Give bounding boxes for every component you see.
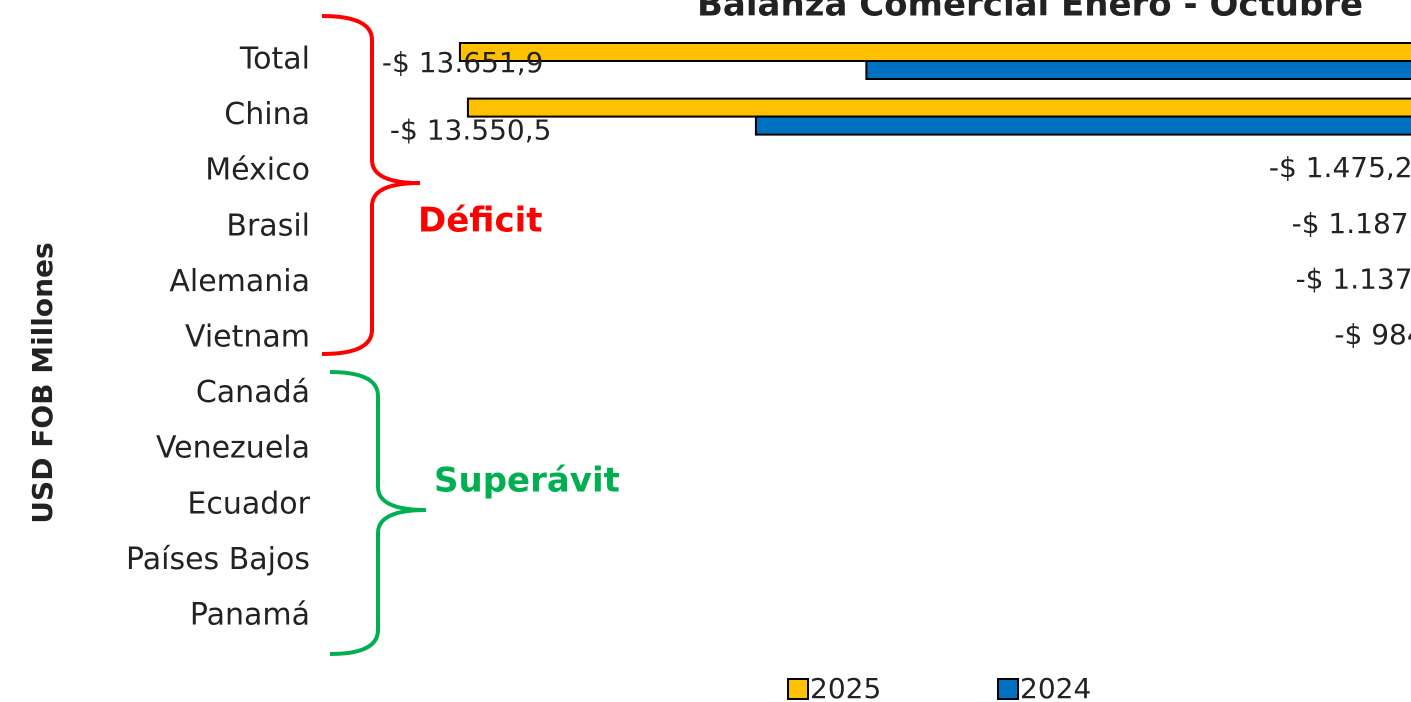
category-label: Alemania [169,264,310,299]
data-label: -$ 1.137,0 [1296,262,1411,295]
chart-title: Balanza Comercial Enero - Octubre [697,0,1363,25]
category-label: Panamá [190,598,310,633]
bar [466,97,1411,118]
category-label: Venezuela [156,431,310,466]
bar [865,60,1411,80]
legend-swatch [787,678,809,700]
data-label: -$ 13.550,5 [390,114,552,147]
category-label: México [205,153,310,188]
bar [754,115,1411,136]
category-label: Brasil [226,208,310,243]
category-label: Total [239,42,310,77]
deficit-brace [321,14,421,356]
category-label: China [224,97,310,132]
y-axis-label: USD FOB Millones [26,242,59,523]
data-label: -$ 13.651,9 [382,46,544,79]
annotation: Déficit [418,201,543,241]
legend-swatch [997,678,1019,700]
bar [458,42,1411,62]
surplus-brace [329,370,427,656]
legend-label: 2024 [1020,672,1091,702]
category-label: Ecuador [187,486,310,521]
data-label: -$ 1.187,5 [1292,207,1411,240]
data-label: -$ 984,0 [1334,318,1411,351]
category-label: Países Bajos [126,542,310,577]
legend-label: 2025 [810,672,881,702]
category-label: Canadá [196,375,310,410]
data-label: -$ 1.475,2 [1269,151,1411,184]
category-label: Vietnam [185,320,310,355]
annotation: Superávit [434,461,620,501]
